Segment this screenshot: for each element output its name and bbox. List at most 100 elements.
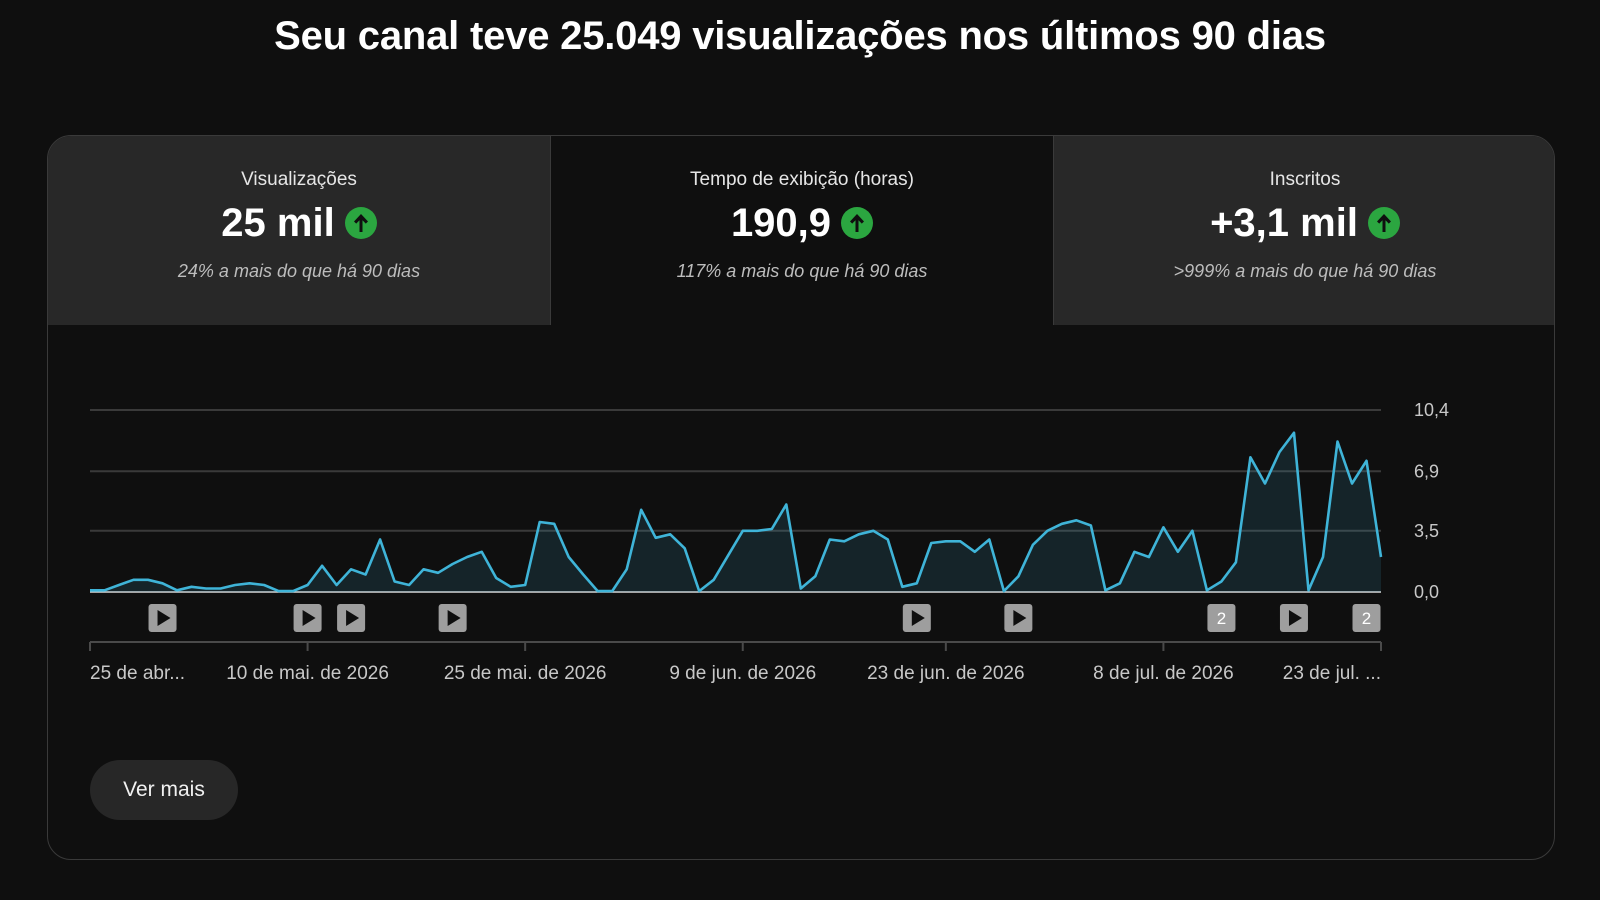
chart-point <box>1191 530 1193 532</box>
chart-point <box>756 530 758 532</box>
chart-point <box>640 509 642 511</box>
video-count-label: 2 <box>1362 609 1371 628</box>
chart-point <box>103 589 105 591</box>
chart-point <box>742 530 744 532</box>
chart-point <box>843 540 845 542</box>
chart-point <box>582 573 584 575</box>
chart-point <box>1032 544 1034 546</box>
video-marker[interactable] <box>1004 604 1033 632</box>
chart-point <box>872 530 874 532</box>
chart-point <box>945 540 947 542</box>
chart-point <box>727 554 729 556</box>
y-tick-label: 0,0 <box>1414 582 1439 602</box>
chart-point <box>393 580 395 582</box>
chart-point <box>219 587 221 589</box>
play-icon <box>302 610 316 626</box>
chart-point <box>1162 526 1164 528</box>
watch-time-chart: 10,4 6,9 3,5 0,0 2 2 25 de abr... 10 de mai. de… <box>89 400 1449 684</box>
chart-point <box>814 575 816 577</box>
chart-point <box>1235 561 1237 563</box>
chart-point <box>1104 589 1106 591</box>
chart-point <box>1220 580 1222 582</box>
chart-point <box>930 542 932 544</box>
chart-point <box>408 584 410 586</box>
chart-point <box>321 565 323 567</box>
video-count-marker[interactable]: 2 <box>1207 604 1236 632</box>
video-marker[interactable] <box>902 604 931 632</box>
y-tick-label: 10,4 <box>1414 400 1449 420</box>
x-tick-label: 8 de jul. de 2026 <box>1093 663 1234 684</box>
chart-point <box>205 587 207 589</box>
chart-point <box>568 556 570 558</box>
video-marker[interactable] <box>293 604 322 632</box>
x-tick-label: 23 de jun. de 2026 <box>867 663 1024 684</box>
tab-subscribers[interactable]: Inscritos +3,1 mil >999% a mais do que h… <box>1054 136 1554 325</box>
chart-point <box>248 582 250 584</box>
chart-point <box>1278 451 1280 453</box>
tab-watch-time-label: Tempo de exibição (horas) <box>690 169 914 190</box>
chart-point <box>1307 589 1309 591</box>
chart-point <box>1119 582 1121 584</box>
x-tick-label: 9 de jun. de 2026 <box>669 663 816 684</box>
chart-point <box>800 587 802 589</box>
chart-point <box>771 528 773 530</box>
metric-tabs: Visualizações 25 mil 24% a mais do que h… <box>48 136 1554 325</box>
chart-point <box>1017 575 1019 577</box>
chart-point <box>132 579 134 581</box>
arrow-up-icon <box>841 207 874 239</box>
chart-point <box>1380 556 1382 558</box>
chart-point <box>379 538 381 540</box>
chart-point <box>901 586 903 588</box>
chart-point <box>1249 456 1251 458</box>
see-more-button[interactable]: Ver mais <box>90 760 238 820</box>
chart-point <box>553 523 555 525</box>
chart-point <box>161 582 163 584</box>
chart-series-line <box>90 431 1383 593</box>
chart-point <box>481 551 483 553</box>
x-tick-label: 25 de mai. de 2026 <box>444 663 607 684</box>
chart-point <box>959 540 961 542</box>
chart-point <box>1046 530 1048 532</box>
chart-point <box>292 590 294 592</box>
chart-point <box>364 573 366 575</box>
video-marker[interactable] <box>1279 604 1308 632</box>
chart-point <box>698 590 700 592</box>
video-marker[interactable] <box>438 604 467 632</box>
play-icon <box>1288 610 1302 626</box>
x-tick-label: 10 de mai. de 2026 <box>226 663 389 684</box>
play-icon <box>911 610 925 626</box>
video-marker[interactable] <box>337 604 366 632</box>
chart-point <box>1206 589 1208 591</box>
chart-point <box>335 584 337 586</box>
chart-point <box>1351 482 1353 484</box>
chart-point <box>597 590 599 592</box>
chart-point <box>1177 551 1179 553</box>
chart-point <box>1061 523 1063 525</box>
chart-point <box>655 537 657 539</box>
chart-point <box>263 584 265 586</box>
chart-point <box>829 538 831 540</box>
chart-area <box>90 432 1381 592</box>
video-count-marker[interactable]: 2 <box>1352 604 1381 632</box>
chart-point <box>1075 519 1077 521</box>
chart-point <box>147 579 149 581</box>
chart-point <box>669 533 671 535</box>
chart-point <box>89 589 91 591</box>
chart-point <box>974 551 976 553</box>
chart-point <box>1293 432 1295 434</box>
chart-point <box>1322 556 1324 558</box>
arrow-up-icon <box>344 207 377 239</box>
tab-views[interactable]: Visualizações 25 mil 24% a mais do que h… <box>48 136 550 325</box>
tab-subscribers-value: +3,1 mil <box>1210 200 1358 245</box>
tab-views-label: Visualizações <box>241 169 357 190</box>
tab-watch-time[interactable]: Tempo de exibição (horas) 190,9 117% a m… <box>550 136 1054 325</box>
chart-point <box>611 590 613 592</box>
tab-watch-time-value: 190,9 <box>730 200 832 245</box>
video-marker[interactable] <box>148 604 177 632</box>
x-tick-label: 23 de jul. ... <box>1283 663 1381 684</box>
chart-point <box>350 568 352 570</box>
y-tick-label: 3,5 <box>1414 521 1439 541</box>
tab-views-value: 25 mil <box>221 200 335 245</box>
chart-point <box>858 533 860 535</box>
analytics-card: Visualizações 25 mil 24% a mais do que h… <box>47 135 1555 860</box>
